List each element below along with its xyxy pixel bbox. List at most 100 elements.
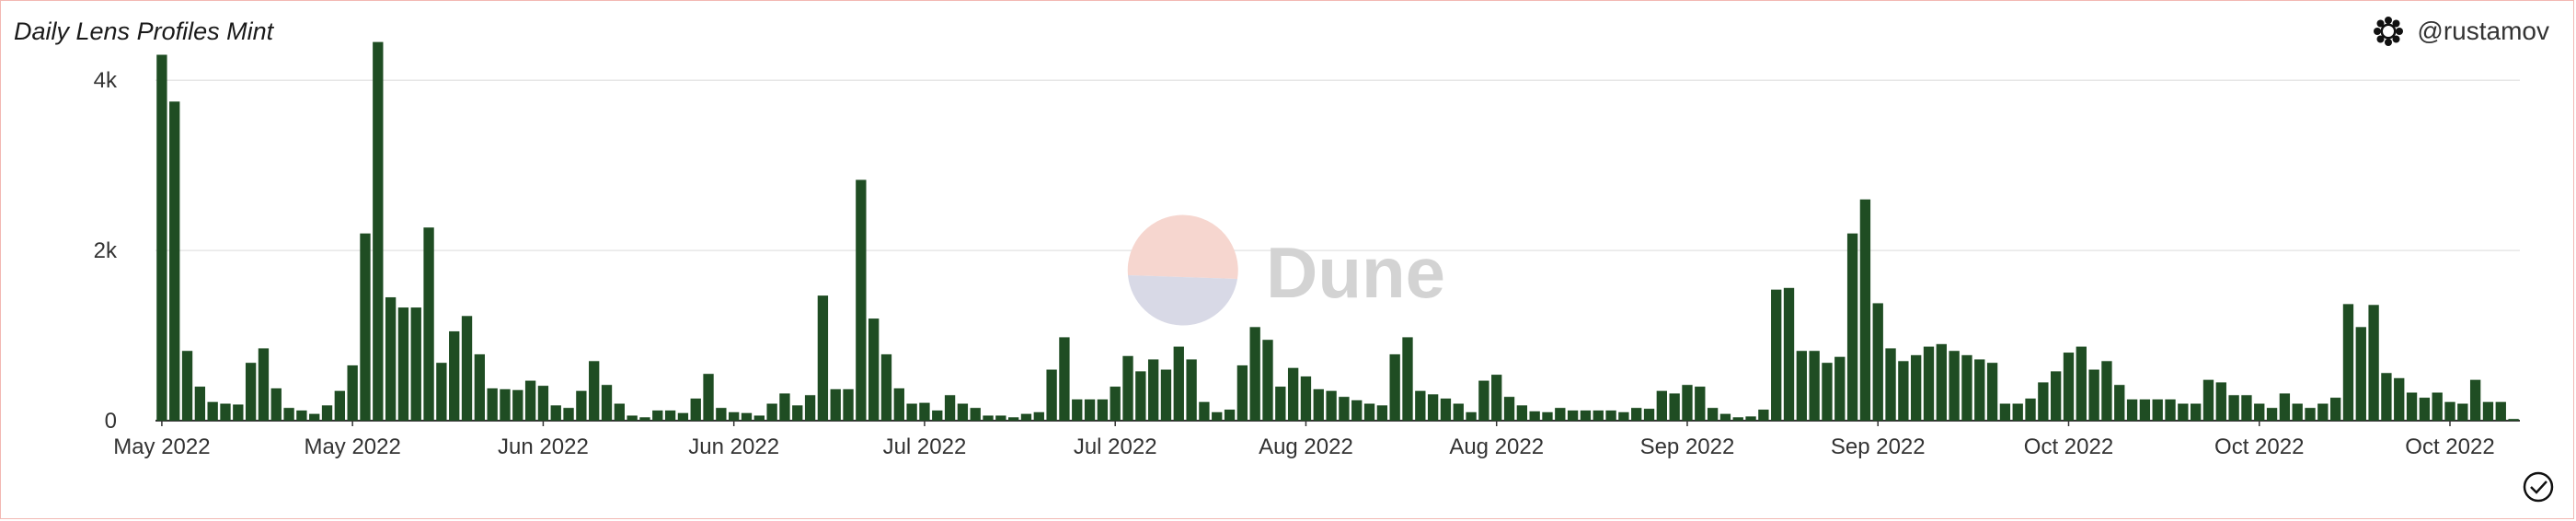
bar[interactable] (1593, 410, 1604, 421)
bar[interactable] (2355, 327, 2366, 421)
bar[interactable] (2191, 403, 2202, 421)
bar[interactable] (1758, 409, 1769, 421)
bar[interactable] (1771, 289, 1782, 421)
bar[interactable] (1695, 387, 1706, 421)
bar[interactable] (1287, 367, 1299, 421)
bar[interactable] (1389, 353, 1400, 421)
bar[interactable] (741, 412, 753, 421)
bar[interactable] (1834, 356, 1846, 421)
bar[interactable] (690, 398, 701, 421)
bar[interactable] (1516, 405, 1528, 421)
bar[interactable] (207, 401, 218, 421)
bar[interactable] (233, 404, 244, 421)
bar[interactable] (1427, 394, 1439, 421)
bar[interactable] (1186, 359, 1197, 421)
bar[interactable] (2254, 403, 2265, 421)
bar[interactable] (1059, 337, 1070, 421)
check-circle-icon[interactable] (2522, 470, 2555, 504)
bar[interactable] (1072, 399, 1083, 421)
bar[interactable] (995, 415, 1006, 421)
bar[interactable] (1249, 327, 1260, 421)
bar[interactable] (1160, 369, 1172, 421)
bar[interactable] (258, 348, 270, 421)
bar[interactable] (2178, 403, 2189, 421)
bar[interactable] (1936, 343, 1947, 421)
bar[interactable] (1199, 401, 1210, 421)
bar[interactable] (397, 307, 409, 421)
bar[interactable] (2101, 361, 2112, 421)
bar[interactable] (1986, 363, 1998, 421)
bar[interactable] (2457, 403, 2468, 421)
bar[interactable] (1097, 399, 1109, 421)
bar[interactable] (1859, 199, 1871, 421)
bar[interactable] (1872, 303, 1883, 421)
bar[interactable] (843, 388, 854, 421)
bar[interactable] (1339, 397, 1350, 421)
bar[interactable] (753, 415, 765, 421)
bar[interactable] (1719, 413, 1731, 421)
bar[interactable] (1440, 398, 1452, 421)
bar[interactable] (2114, 385, 2125, 421)
bar[interactable] (1275, 387, 1286, 421)
bar[interactable] (1961, 354, 1972, 421)
bar[interactable] (2215, 382, 2226, 421)
bar[interactable] (2152, 399, 2163, 421)
bar[interactable] (1122, 355, 1133, 421)
bar[interactable] (1656, 390, 1667, 421)
bar[interactable] (779, 393, 790, 421)
bar[interactable] (919, 402, 930, 421)
bar[interactable] (2469, 379, 2481, 421)
bar[interactable] (830, 388, 841, 421)
bar[interactable] (1529, 411, 1540, 421)
bar[interactable] (1822, 363, 1833, 421)
bar[interactable] (1147, 359, 1159, 421)
bar[interactable] (2012, 403, 2023, 421)
bar[interactable] (2088, 369, 2099, 421)
bar[interactable] (373, 41, 384, 422)
bar[interactable] (283, 408, 294, 421)
bar[interactable] (1020, 413, 1032, 421)
bar[interactable] (2381, 373, 2392, 421)
bar[interactable] (729, 411, 740, 421)
bar[interactable] (639, 417, 650, 421)
bar[interactable] (664, 410, 676, 421)
bar[interactable] (2139, 399, 2151, 421)
bar[interactable] (309, 413, 320, 421)
bar[interactable] (296, 410, 307, 421)
bar[interactable] (1453, 403, 1464, 421)
bar[interactable] (169, 101, 180, 421)
bar[interactable] (2202, 379, 2214, 421)
bar[interactable] (792, 405, 803, 421)
bar[interactable] (550, 405, 561, 421)
bar[interactable] (716, 408, 727, 421)
bar[interactable] (1605, 410, 1616, 421)
bar[interactable] (2508, 419, 2519, 421)
bar[interactable] (1376, 405, 1388, 421)
bar[interactable] (194, 387, 206, 421)
bar[interactable] (1745, 416, 1756, 421)
bar[interactable] (1351, 399, 1363, 421)
bar[interactable] (1491, 375, 1502, 421)
bar[interactable] (1809, 351, 1820, 421)
bar[interactable] (880, 353, 892, 421)
bar[interactable] (817, 295, 829, 421)
bar[interactable] (2126, 399, 2138, 421)
bar[interactable] (347, 365, 358, 421)
bar[interactable] (410, 307, 421, 421)
bar[interactable] (1046, 369, 1057, 421)
bar[interactable] (1415, 390, 1426, 421)
bar[interactable] (2228, 395, 2239, 421)
bar[interactable] (1224, 409, 1236, 421)
bar[interactable] (1999, 403, 2011, 421)
bar[interactable] (1212, 411, 1223, 421)
bar[interactable] (1911, 354, 1922, 421)
bar[interactable] (652, 410, 663, 421)
bar[interactable] (1682, 385, 1693, 421)
bar[interactable] (1783, 287, 1795, 421)
bar[interactable] (1580, 410, 1592, 421)
bar[interactable] (1478, 380, 1489, 421)
bar[interactable] (1402, 337, 1413, 421)
bar[interactable] (766, 403, 777, 421)
bar[interactable] (449, 330, 460, 421)
bar[interactable] (2305, 408, 2316, 421)
